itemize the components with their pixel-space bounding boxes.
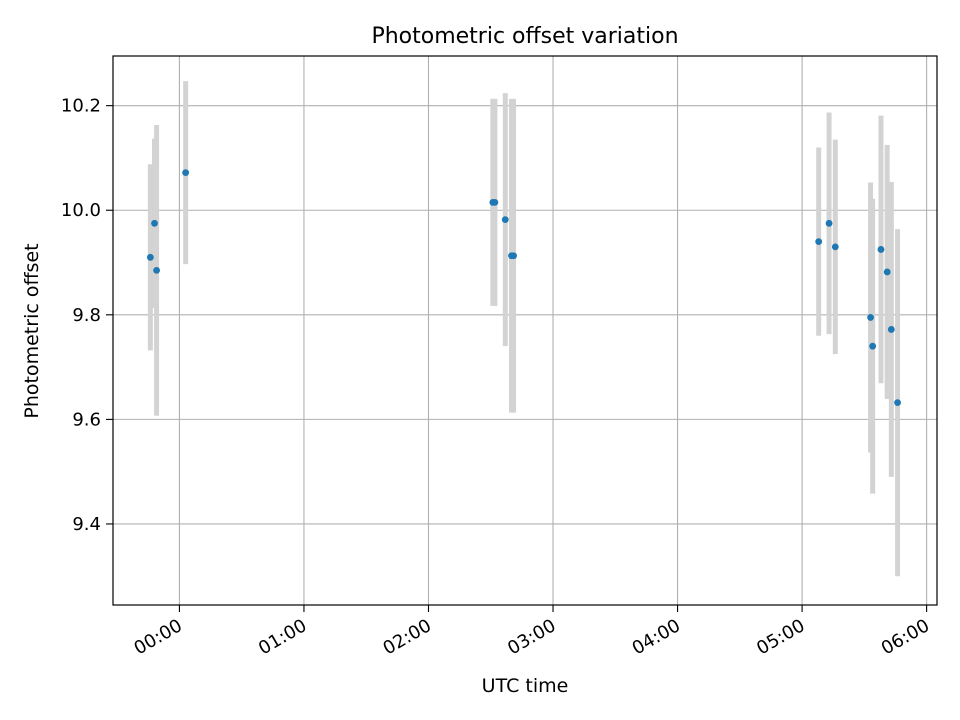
y-tick-label: 10.2 (61, 96, 101, 117)
y-tick-label: 10.0 (61, 200, 101, 221)
data-point (151, 219, 158, 227)
data-point (877, 246, 885, 253)
chart-title: Photometric offset variation (371, 24, 678, 49)
y-tick-label: 9.8 (72, 305, 101, 326)
data-point (182, 169, 190, 176)
data-point (887, 326, 895, 333)
y-axis-label: Photometric offset (21, 243, 43, 418)
data-point (894, 399, 901, 407)
data-point (510, 252, 517, 260)
data-point (501, 216, 509, 224)
data-point (153, 266, 160, 274)
plot-frame (112, 55, 938, 606)
x-axis-label: UTC time (482, 675, 569, 697)
y-tick-label: 9.6 (72, 409, 101, 430)
y-axis: 9.4 9.6 9.8 10.0 10.2 (61, 96, 113, 535)
data-point (869, 342, 877, 350)
data-points (146, 169, 901, 407)
grid (113, 56, 937, 605)
data-point (883, 268, 891, 276)
data-point (491, 199, 499, 206)
data-point (825, 219, 833, 227)
data-point (146, 253, 154, 261)
y-tick-label: 9.4 (72, 514, 101, 535)
data-point (831, 243, 839, 251)
data-point (815, 238, 823, 246)
data-point (867, 314, 874, 321)
